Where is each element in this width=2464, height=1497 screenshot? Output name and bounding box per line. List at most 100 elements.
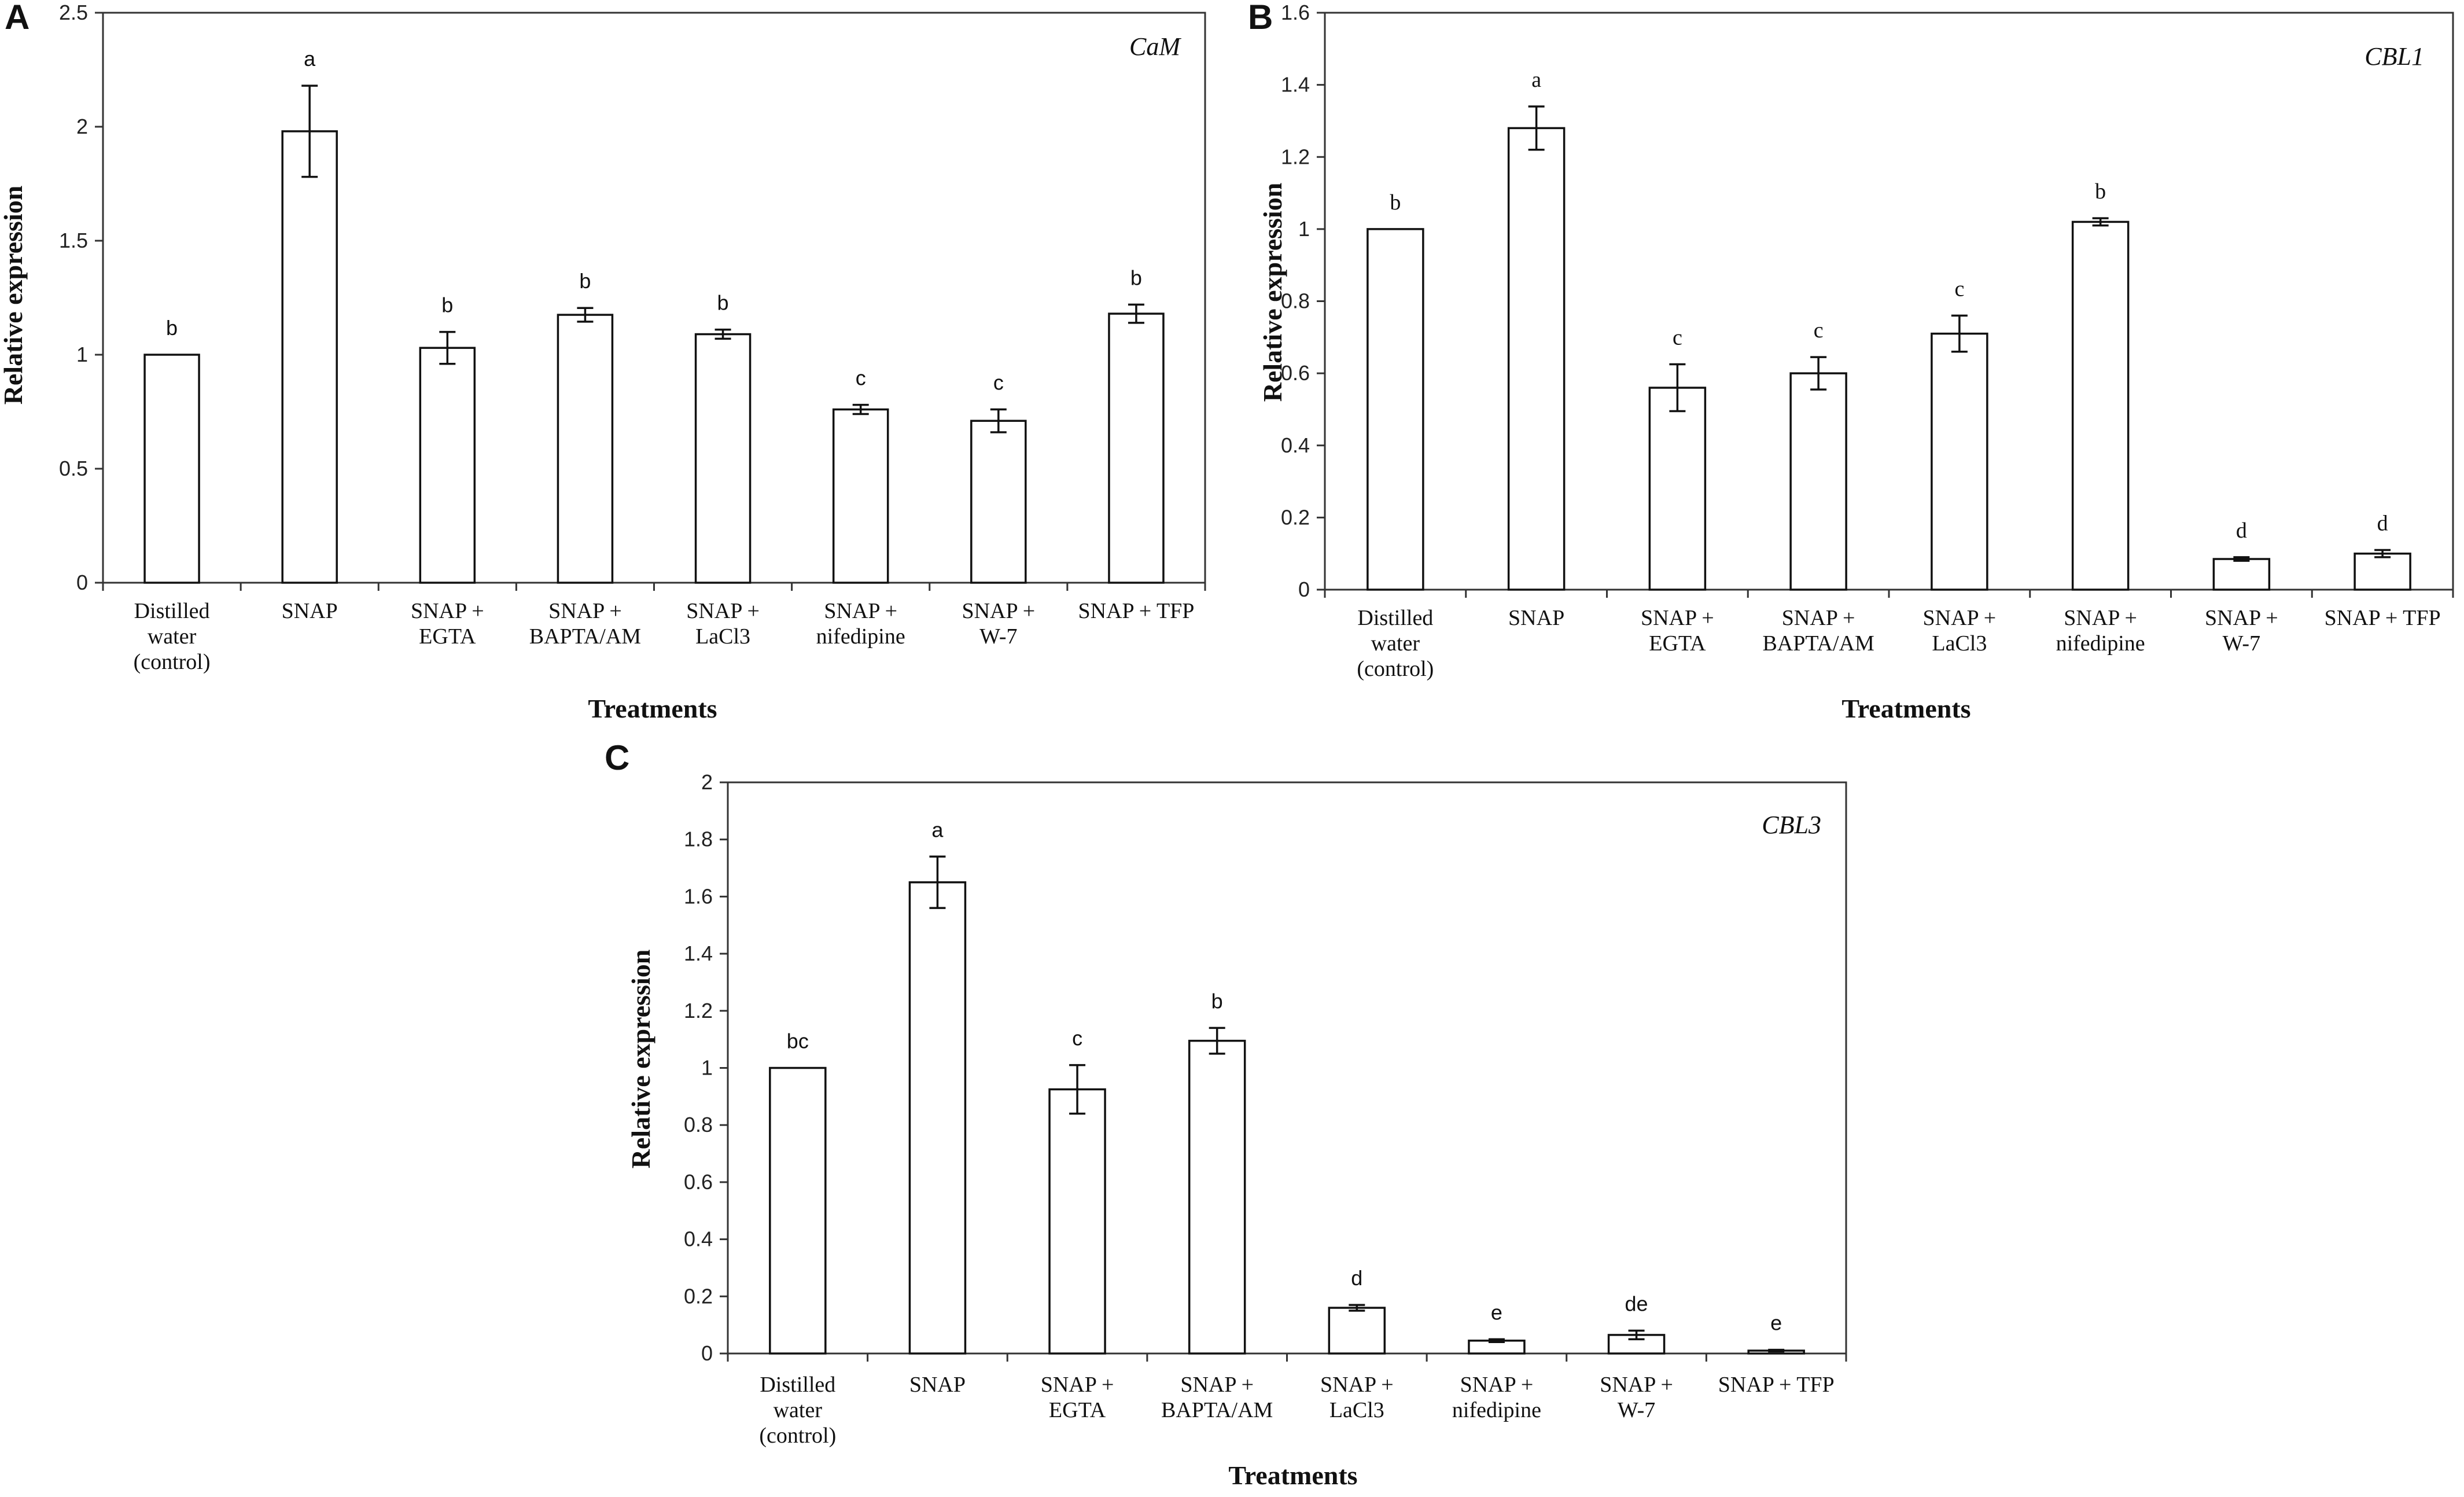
plot-frame (1324, 12, 2454, 591)
bar (1789, 372, 1847, 591)
chart-panel-b: 0 0.2 0.4 0.6 0.8 1 1.2 1.4 1.6 b Distilledwater(c… (1248, 0, 2454, 723)
y-axis-title: Relative expression (626, 950, 655, 1169)
category-label: Distilled (134, 599, 210, 623)
y-tick-label: 1.4 (1281, 73, 1310, 97)
panel-letter: A (5, 0, 30, 36)
x-axis-title: Treatments (1841, 694, 1971, 723)
x-axis-title: Treatments (588, 694, 717, 723)
significance-letter: c (993, 371, 1004, 395)
y-tick-label: 0.2 (684, 1284, 713, 1308)
category-label: SNAP (1508, 606, 1564, 630)
significance-letter: c (1072, 1027, 1082, 1050)
bar (1367, 228, 1424, 591)
category-label: SNAP + (1782, 606, 1855, 630)
category-label: SNAP + TFP (1718, 1373, 1835, 1397)
category-label: BAPTA/AM (1762, 631, 1874, 656)
significance-letter: e (1491, 1300, 1502, 1324)
category-label: LaCl3 (695, 624, 750, 649)
y-axis-title: Relative expression (1258, 183, 1287, 402)
gene-title: CBL1 (2364, 42, 2424, 71)
category-label: BAPTA/AM (529, 624, 641, 649)
category-label: water (148, 624, 197, 649)
y-tick-label: 1.8 (684, 827, 713, 851)
y-tick-label: 0.6 (1281, 361, 1310, 385)
significance-letter: b (2095, 179, 2106, 204)
category-label: W-7 (979, 624, 1017, 649)
category-label: nifedipine (1452, 1398, 1541, 1422)
y-tick-label: 0 (701, 1341, 713, 1365)
significance-letter: c (856, 366, 866, 390)
bar (908, 881, 967, 1355)
significance-letter: b (441, 293, 453, 317)
category-label: nifedipine (2056, 631, 2145, 656)
bar (419, 347, 476, 584)
y-tick-label: 0 (76, 571, 88, 594)
y-tick-label: 0.4 (684, 1227, 713, 1251)
significance-letter: a (304, 47, 316, 71)
bar (281, 130, 338, 584)
significance-letter: bc (787, 1029, 809, 1053)
category-label: SNAP + TFP (1078, 599, 1194, 623)
category-label: EGTA (1049, 1398, 1106, 1422)
category-label: SNAP + (1180, 1373, 1254, 1397)
panel-letter: B (1248, 0, 1273, 36)
category-label: (control) (759, 1424, 836, 1448)
category-label: SNAP + (2064, 606, 2137, 630)
bar (2212, 558, 2271, 591)
bar (832, 408, 889, 584)
category-label: SNAP + (1460, 1373, 1534, 1397)
category-label: SNAP + (411, 599, 484, 623)
category-label: LaCl3 (1329, 1398, 1384, 1422)
category-label: EGTA (419, 624, 476, 649)
bar (1108, 312, 1165, 584)
category-label: W-7 (1618, 1398, 1655, 1422)
y-tick-label: 1.6 (684, 884, 713, 908)
category-label: SNAP + (686, 599, 760, 623)
y-tick-label: 0.8 (1281, 289, 1310, 313)
significance-letter: b (1390, 190, 1401, 215)
y-tick-label: 0.8 (684, 1113, 713, 1136)
bar (2071, 220, 2130, 591)
gene-title: CaM (1129, 32, 1181, 61)
bar (1328, 1307, 1386, 1355)
significance-letter: c (1814, 318, 1824, 343)
bar (694, 333, 752, 584)
category-label: SNAP + (1041, 1373, 1114, 1397)
bar (557, 314, 614, 584)
category-label: Distilled (1357, 606, 1433, 630)
significance-letter: b (1211, 989, 1223, 1013)
significance-letter: d (2236, 518, 2247, 543)
category-label: water (1371, 631, 1420, 656)
category-label: SNAP + (548, 599, 622, 623)
significance-letter: a (1531, 68, 1541, 92)
significance-letter: d (1351, 1266, 1362, 1290)
y-tick-label: 1.2 (684, 999, 713, 1022)
category-label: SNAP + (2205, 606, 2278, 630)
category-label: SNAP + TFP (2325, 606, 2441, 630)
plot-frame (727, 781, 1847, 1355)
chart-panel-c: 00.20.40.60.811.21.41.61.82bcDistilledwa… (605, 738, 1847, 1490)
category-label: SNAP + (1320, 1373, 1394, 1397)
gene-title: CBL3 (1762, 811, 1821, 839)
bar (769, 1066, 827, 1355)
significance-letter: b (1130, 266, 1142, 289)
y-tick-label: 1 (76, 343, 88, 366)
bar (2353, 552, 2411, 591)
y-tick-label: 1 (1298, 217, 1310, 241)
y-tick-label: 1.2 (1281, 145, 1310, 168)
y-tick-label: 0.6 (684, 1170, 713, 1194)
category-label: BAPTA/AM (1161, 1398, 1273, 1422)
y-axis-title: Relative expression (0, 186, 28, 405)
bar (1931, 332, 1988, 591)
significance-letter: a (931, 818, 944, 841)
category-label: nifedipine (816, 624, 905, 649)
category-label: SNAP + (1923, 606, 1997, 630)
bar (1188, 1039, 1246, 1355)
y-tick-label: 2.5 (59, 1, 88, 24)
x-axis-title: Treatments (1228, 1461, 1357, 1490)
y-tick-label: 1 (701, 1056, 713, 1080)
panel-letter: C (605, 738, 629, 777)
plot-frame (102, 12, 1206, 584)
